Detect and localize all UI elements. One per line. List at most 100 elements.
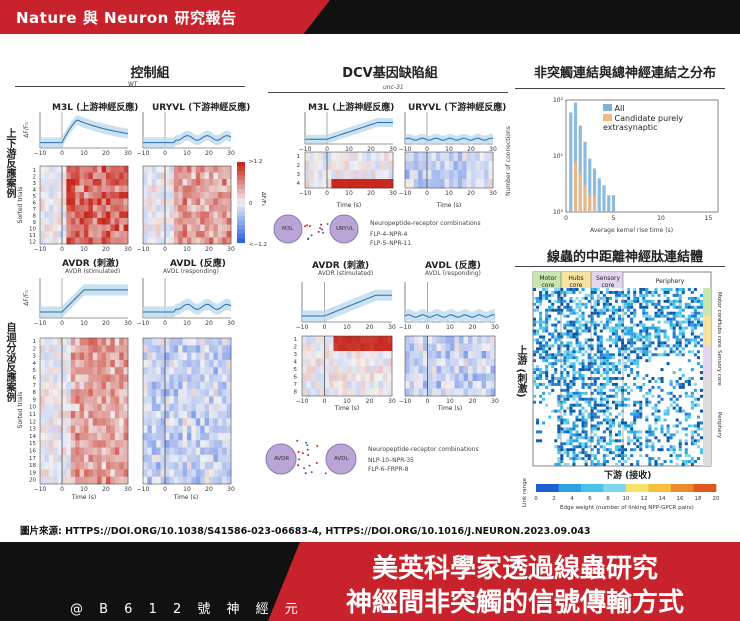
dcv-m3l-trace-xtick: 20 <box>367 146 375 153</box>
peptide-dot-2 <box>301 452 304 455</box>
ctrl-uryvl-heat-cell <box>169 231 175 238</box>
dcv-avdl-heat-cell <box>432 388 437 397</box>
ctrl-uryvl-heat-cell <box>204 224 210 232</box>
npp-edge <box>611 362 615 366</box>
dcv-m3l-heat-cell <box>357 161 363 171</box>
npp-edge <box>633 362 637 366</box>
ctrl-avdr-heat-cell <box>119 345 124 353</box>
dcv-avdl-heat-cell <box>472 366 478 374</box>
npp-scale-tick: 6 <box>588 496 592 502</box>
ctrl-avdr-heat-cell <box>101 367 107 375</box>
ctrl-avdr-heat-cell <box>75 440 80 448</box>
ctrl-avdl-heat-cell <box>165 469 170 477</box>
npp-edge <box>663 412 667 416</box>
ctrl-m3l-heat-cell <box>53 211 58 219</box>
npp-edge <box>587 454 591 458</box>
npp-edge <box>618 308 622 312</box>
npp-edge <box>648 439 652 443</box>
npp-edge <box>554 326 558 330</box>
npp-edge <box>621 329 625 333</box>
npp-edge <box>539 356 543 360</box>
dcv-avdl-heat-cell <box>414 358 419 367</box>
dcv-avdr-heat-cell <box>329 336 334 344</box>
dcv-avdr-heat-cell <box>329 343 334 352</box>
npp-edge <box>651 457 655 461</box>
ctrl-avdl-heat-cell <box>156 425 161 434</box>
ctrl-avdl-heat-cell <box>187 345 192 353</box>
ctrl-avdl-heat-cell <box>200 345 205 353</box>
dcv-m3l-heat-cell <box>322 170 328 180</box>
ctrl-uryvl-heat-cell <box>173 166 179 173</box>
dcv-avdl-heat-cell <box>441 366 446 374</box>
ctrl-avdr-heat-frame <box>39 337 129 485</box>
npp-edge <box>602 368 606 372</box>
npp-edge <box>599 359 603 363</box>
ctrl-avdl-heat-cell <box>169 454 175 463</box>
ctrl-avdr-heat-cell <box>88 447 94 456</box>
ctrl-bottom-trial: 10 <box>29 405 36 411</box>
npp-edge <box>621 299 625 303</box>
dcv-avdr-heat-cell <box>351 373 357 382</box>
ctrl-m3l-heat-cell <box>106 179 111 186</box>
npp-edge <box>663 353 667 357</box>
npp-edge <box>630 463 634 466</box>
npp-edge <box>554 368 558 372</box>
ctrl-avdr-heat-cell <box>110 367 116 375</box>
npp-edge <box>663 433 667 437</box>
npp-edge <box>630 311 634 315</box>
npp-edge <box>536 341 540 345</box>
npp-head-hubs <box>561 272 591 288</box>
dcv-avdl-heat-cell <box>472 343 478 352</box>
npp-edge <box>611 457 615 461</box>
ctrl-m3l-heat-cell <box>92 211 98 219</box>
ctrl-m3l-heat-cell <box>101 237 107 245</box>
hist-xtick: 0 <box>564 215 568 222</box>
dcv-avdr-heat-cell <box>369 351 375 359</box>
peptide-dot-2 <box>310 471 313 474</box>
npp-edge <box>693 430 697 434</box>
dcv-avdr-heat-cell <box>365 336 370 344</box>
ctrl-avdl-heat-cell <box>191 403 197 412</box>
dcv-m3l-heat-cell <box>340 161 345 171</box>
dcv-avdl-heat-cell <box>481 358 487 367</box>
dcv-uryvl-heat-cell <box>435 170 441 180</box>
dcv-m3l-heat-xtick: 0 <box>325 190 329 197</box>
dcv-uryvl-heat-cell <box>427 179 432 189</box>
npp-edge <box>596 347 600 351</box>
npp-edge <box>633 415 637 419</box>
ctrl-uryvl-heat-cell <box>226 224 232 232</box>
npp-edge <box>605 371 609 375</box>
ctrl-m3l-heat-cell <box>44 231 50 238</box>
dcv-avdl-heat-cell <box>405 351 410 359</box>
colorbar-segment <box>237 198 245 203</box>
dcv-avdl-heat-cell <box>486 351 491 359</box>
npp-edge <box>684 448 688 452</box>
npp-edge <box>533 353 537 357</box>
npp-edge <box>566 397 570 401</box>
dcv-avdr-heat-xtick: 20 <box>366 398 374 405</box>
npp-edge <box>636 323 640 327</box>
ctrl-m3l-heat-cell <box>70 192 76 199</box>
ctrl-avdl-heat-cell <box>169 411 175 419</box>
ctrl-avdr-heat-xtick: 30 <box>124 486 132 493</box>
npp-edge <box>669 445 673 449</box>
npp-edge <box>539 290 543 294</box>
ctrl-avdl-heat-cell <box>156 359 161 368</box>
npp-edge <box>593 445 597 449</box>
ctrl-avdl-heat-cell <box>182 359 188 368</box>
ctrl-m3l-heat-cell <box>40 211 45 219</box>
dcv-uryvl-heat-cell <box>435 152 441 162</box>
peptide-dot <box>320 223 323 226</box>
npp-edge <box>584 350 588 354</box>
npp-edge <box>696 320 700 324</box>
npp-edge <box>645 353 649 357</box>
ctrl-m3l-heat-cell <box>70 166 76 173</box>
dcv-avdr-heat-cell <box>365 388 370 397</box>
ctrl-avdl-heat-cell <box>147 381 153 390</box>
npp-edge <box>663 460 667 464</box>
npp-edge <box>693 439 697 443</box>
npp-edge <box>533 368 537 372</box>
ctrl-avdl-heat-cell <box>191 440 197 448</box>
ctrl-avdl-heat-cell <box>173 396 179 404</box>
ctrl-m3l-heat-cell <box>75 192 80 199</box>
